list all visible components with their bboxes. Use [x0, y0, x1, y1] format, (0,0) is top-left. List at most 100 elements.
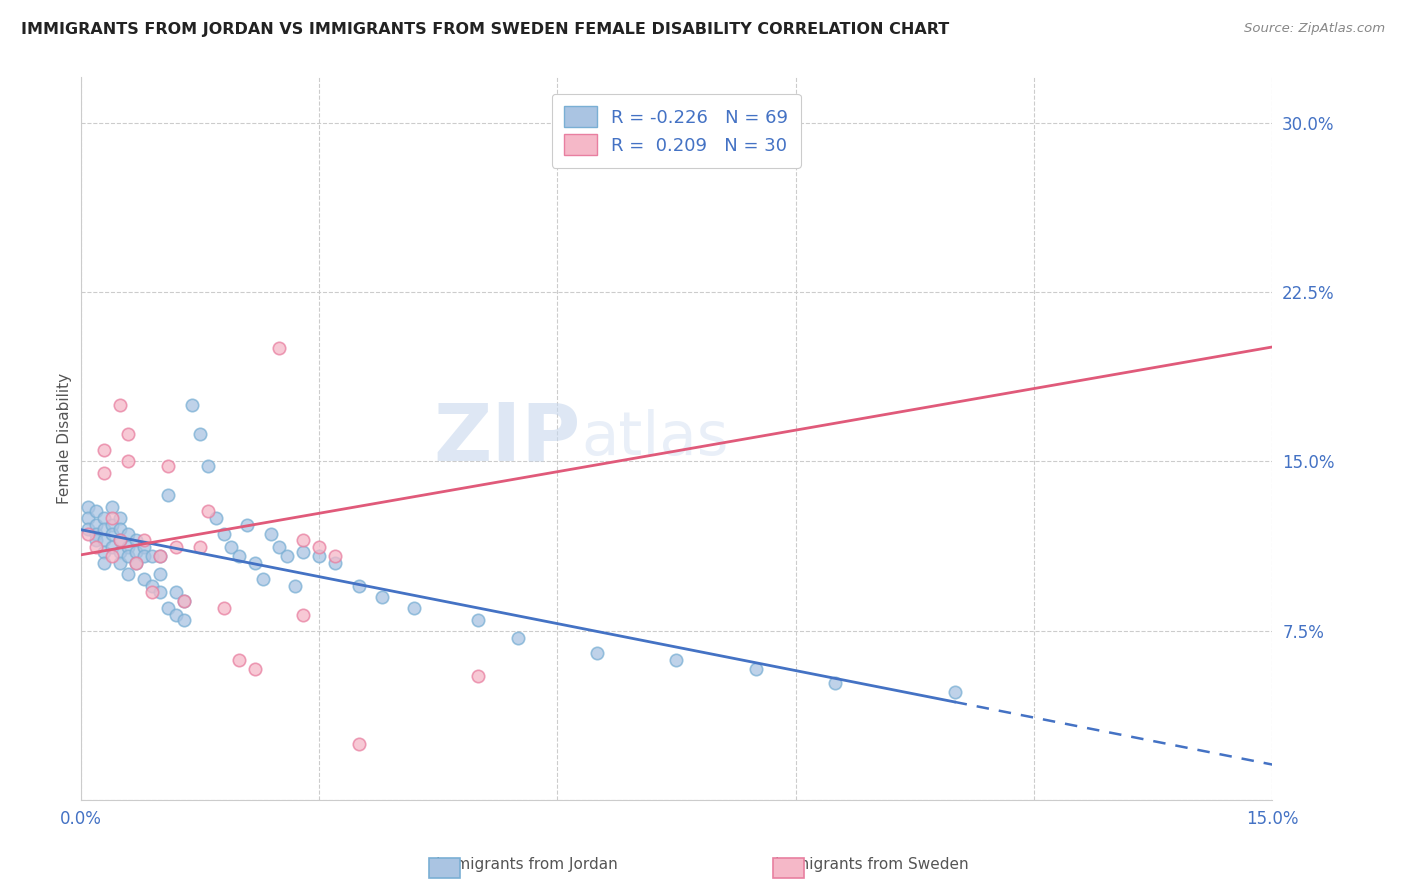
- Point: [347, 579, 370, 593]
- Point: [117, 526, 139, 541]
- Point: [292, 533, 315, 548]
- Point: [665, 653, 688, 667]
- Text: Source: ZipAtlas.com: Source: ZipAtlas.com: [1244, 22, 1385, 36]
- Point: [101, 549, 124, 564]
- Point: [149, 549, 172, 564]
- Point: [149, 567, 172, 582]
- Point: [117, 541, 139, 555]
- Point: [125, 556, 148, 570]
- Point: [308, 549, 330, 564]
- Point: [269, 342, 291, 356]
- Point: [245, 662, 267, 676]
- Point: [212, 526, 235, 541]
- Point: [77, 526, 100, 541]
- Point: [156, 458, 179, 473]
- Point: [110, 545, 132, 559]
- Point: [212, 601, 235, 615]
- Point: [101, 500, 124, 514]
- Point: [93, 511, 115, 525]
- Point: [132, 572, 155, 586]
- Legend: R = -0.226   N = 69, R =  0.209   N = 30: R = -0.226 N = 69, R = 0.209 N = 30: [551, 94, 801, 168]
- Point: [117, 549, 139, 564]
- Point: [110, 522, 132, 536]
- Point: [93, 466, 115, 480]
- Point: [86, 504, 108, 518]
- Point: [93, 545, 115, 559]
- Point: [292, 607, 315, 622]
- Point: [269, 541, 291, 555]
- Point: [236, 517, 259, 532]
- Text: ZIP: ZIP: [434, 400, 581, 478]
- Point: [228, 549, 250, 564]
- Point: [323, 556, 346, 570]
- Text: Immigrants from Jordan: Immigrants from Jordan: [436, 857, 619, 872]
- Point: [276, 549, 298, 564]
- Text: Immigrants from Sweden: Immigrants from Sweden: [775, 857, 969, 872]
- Point: [165, 585, 187, 599]
- Point: [77, 500, 100, 514]
- Point: [110, 533, 132, 548]
- Point: [149, 585, 172, 599]
- Point: [117, 454, 139, 468]
- Point: [824, 675, 846, 690]
- Point: [188, 427, 211, 442]
- Point: [110, 533, 132, 548]
- Point: [173, 594, 195, 608]
- Point: [156, 601, 179, 615]
- Point: [173, 594, 195, 608]
- Point: [252, 572, 274, 586]
- Point: [93, 522, 115, 536]
- Point: [86, 526, 108, 541]
- Point: [347, 737, 370, 751]
- Point: [188, 541, 211, 555]
- Point: [165, 541, 187, 555]
- Point: [125, 545, 148, 559]
- Point: [93, 533, 115, 548]
- Point: [180, 398, 202, 412]
- Point: [93, 556, 115, 570]
- Point: [132, 533, 155, 548]
- Point: [77, 522, 100, 536]
- Point: [745, 662, 768, 676]
- Point: [292, 545, 315, 559]
- Point: [173, 613, 195, 627]
- Point: [308, 541, 330, 555]
- Point: [197, 458, 219, 473]
- Point: [506, 631, 529, 645]
- Point: [141, 579, 163, 593]
- Point: [125, 556, 148, 570]
- Point: [93, 443, 115, 458]
- Point: [586, 647, 609, 661]
- Point: [86, 517, 108, 532]
- Point: [117, 567, 139, 582]
- Point: [467, 669, 489, 683]
- Point: [943, 685, 966, 699]
- Point: [117, 427, 139, 442]
- Text: atlas: atlas: [581, 409, 728, 468]
- Point: [467, 613, 489, 627]
- Point: [110, 398, 132, 412]
- Point: [101, 541, 124, 555]
- Point: [101, 511, 124, 525]
- Point: [228, 653, 250, 667]
- Point: [323, 549, 346, 564]
- Text: IMMIGRANTS FROM JORDAN VS IMMIGRANTS FROM SWEDEN FEMALE DISABILITY CORRELATION C: IMMIGRANTS FROM JORDAN VS IMMIGRANTS FRO…: [21, 22, 949, 37]
- Point: [404, 601, 426, 615]
- Point: [132, 541, 155, 555]
- Point: [704, 127, 727, 141]
- Point: [156, 488, 179, 502]
- Point: [141, 549, 163, 564]
- Point: [110, 511, 132, 525]
- Point: [260, 526, 283, 541]
- Point: [86, 541, 108, 555]
- Point: [77, 511, 100, 525]
- Point: [110, 556, 132, 570]
- Point: [245, 556, 267, 570]
- Point: [204, 511, 226, 525]
- Point: [149, 549, 172, 564]
- Point: [86, 533, 108, 548]
- Y-axis label: Female Disability: Female Disability: [58, 373, 72, 504]
- Point: [125, 533, 148, 548]
- Point: [371, 590, 394, 604]
- Point: [284, 579, 307, 593]
